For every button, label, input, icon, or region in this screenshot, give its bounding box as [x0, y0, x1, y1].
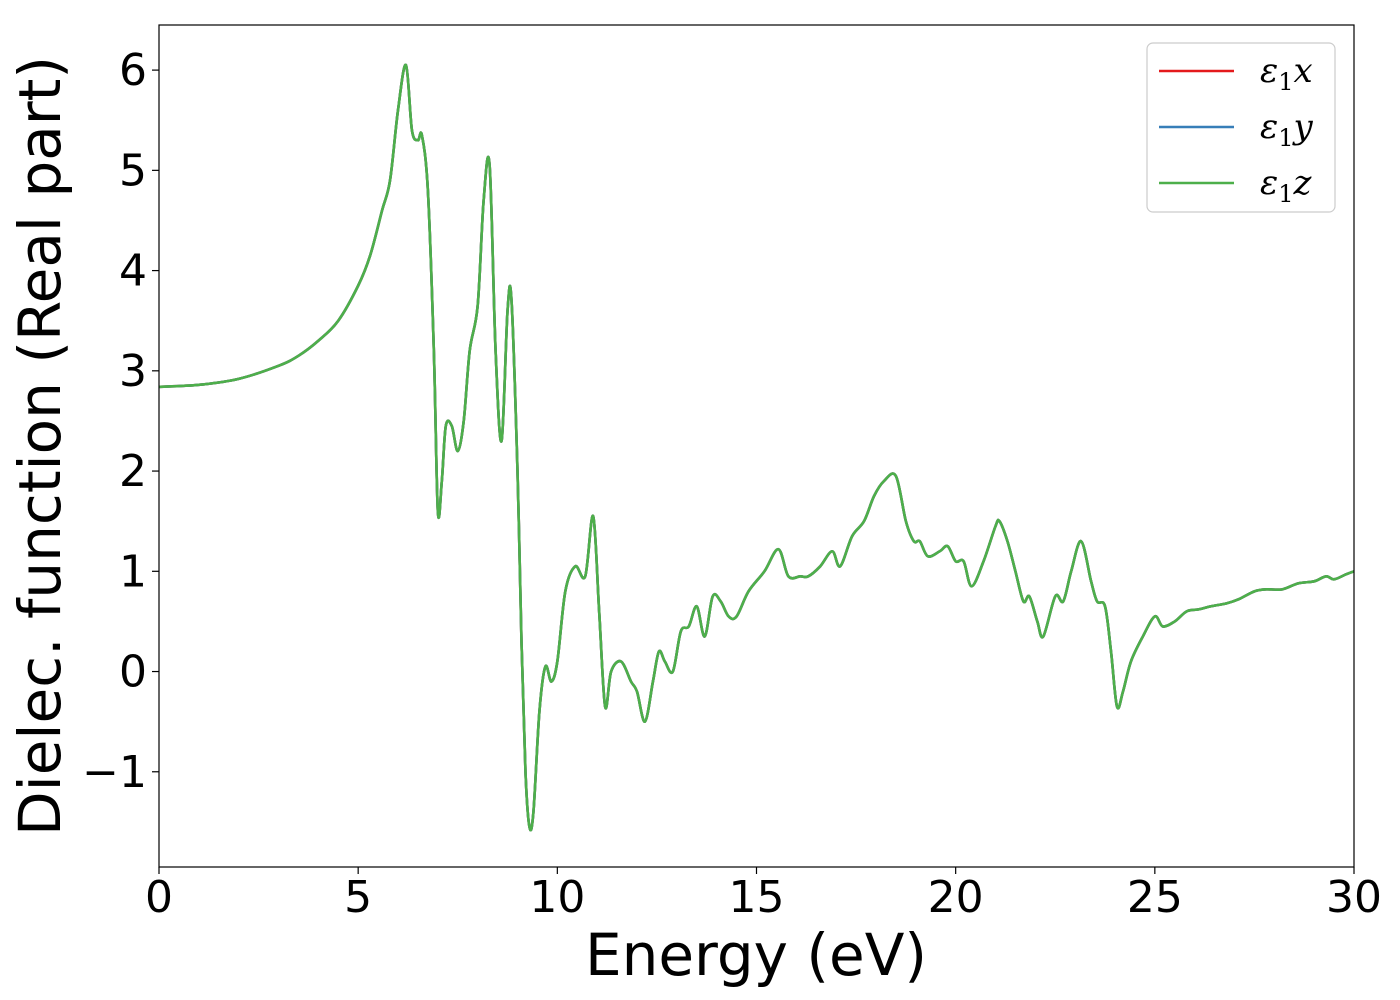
x-tick-label: 5	[344, 872, 372, 923]
x-tick-label: 15	[729, 872, 785, 923]
y-tick-label: 5	[119, 145, 147, 196]
y-tick-label: 6	[119, 45, 147, 96]
series-lines	[158, 63, 1355, 832]
y-tick-label: 2	[119, 446, 147, 497]
series-line-z	[158, 63, 1355, 832]
legend-entry-x: ε1x	[1260, 51, 1313, 96]
legend-entry-z: ε1z	[1260, 163, 1313, 208]
legend-box	[1146, 42, 1336, 213]
y-axis-label: Dielec. function (Real part)	[6, 56, 74, 836]
x-tick-label: 20	[928, 872, 984, 923]
x-axis-ticks: 0 5 10 15 20 25 30	[145, 867, 1382, 923]
legend-entry-y: ε1y	[1260, 107, 1314, 152]
x-tick-label: 10	[529, 872, 585, 923]
legend: ε1x ε1y ε1z	[1146, 42, 1336, 213]
y-tick-label: −1	[82, 747, 147, 798]
y-tick-label: 0	[119, 647, 147, 698]
x-tick-label: 30	[1326, 872, 1382, 923]
y-tick-label: 3	[119, 346, 147, 397]
x-tick-label: 25	[1127, 872, 1183, 923]
y-tick-label: 1	[119, 546, 147, 597]
x-tick-label: 0	[145, 872, 173, 923]
y-axis-ticks: −1 0 1 2 3 4 5 6	[82, 45, 159, 798]
y-tick-label: 4	[119, 246, 147, 297]
x-axis-label: Energy (eV)	[585, 921, 927, 989]
